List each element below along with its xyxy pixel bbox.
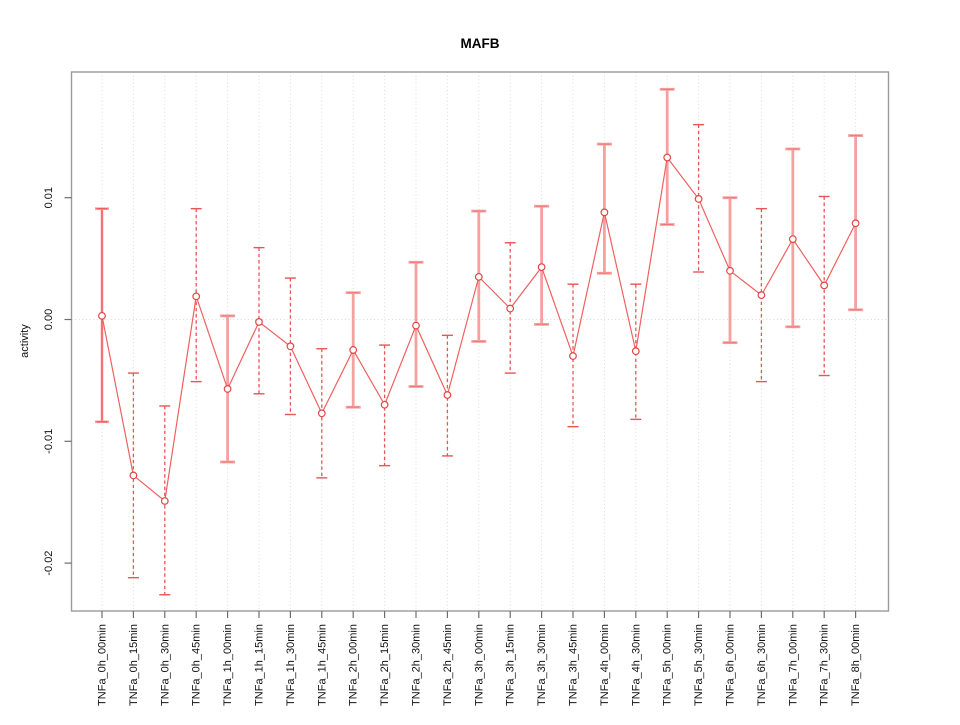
y-tick-label: 0.00 (43, 309, 55, 330)
data-point (98, 311, 106, 320)
x-tick-label: TNFa_1h_15min (254, 624, 266, 706)
x-tick-label: TNFa_1h_45min (316, 624, 328, 706)
data-point (349, 346, 358, 354)
y-axis-labels-group: -0.02 -0.01 0.00 0.01 (43, 187, 55, 576)
y-tick-label: -0.01 (43, 429, 55, 454)
data-point (317, 409, 326, 418)
data-point (600, 208, 609, 217)
y-tick-label: 0.01 (43, 187, 55, 208)
data-point (788, 235, 797, 244)
x-tick-label: TNFa_0h_15min (128, 624, 140, 706)
x-tick-label: TNFa_4h_30min (630, 624, 642, 706)
data-point (537, 263, 546, 272)
data-point (474, 272, 483, 281)
data-point (757, 291, 766, 300)
data-point (569, 352, 577, 360)
data-point (286, 342, 295, 351)
x-tick-label: TNFa_1h_00min (222, 624, 234, 706)
x-tick-label: TNFa_0h_00min (97, 624, 109, 706)
x-tick-label: TNFa_6h_30min (756, 624, 768, 706)
x-tick-label: TNFa_3h_30min (536, 624, 548, 706)
data-point (726, 266, 734, 275)
data-point (443, 391, 452, 399)
data-point (694, 195, 703, 203)
x-tick-label: TNFa_0h_45min (191, 624, 203, 706)
data-point (255, 318, 263, 326)
x-tick-label: TNFa_0h_30min (159, 624, 171, 706)
x-tick-label: TNFa_3h_15min (505, 624, 517, 706)
y-tick-label: -0.02 (43, 551, 55, 576)
x-tick-label: TNFa_7h_30min (819, 624, 831, 706)
x-tick-label: TNFa_5h_00min (662, 624, 674, 706)
plot-border-box (70, 71, 890, 612)
data-point (412, 321, 420, 330)
x-tick-label: TNFa_7h_00min (787, 624, 799, 706)
data-point (820, 281, 829, 290)
data-point (129, 471, 138, 480)
chart-title: MAFB (461, 36, 500, 51)
data-point (631, 347, 640, 356)
x-tick-label: TNFa_2h_30min (411, 624, 423, 706)
x-tick-label: TNFa_3h_45min (568, 624, 580, 706)
data-points-group (98, 153, 860, 505)
x-tick-label: TNFa_2h_15min (379, 624, 391, 706)
data-point (506, 304, 515, 313)
data-point (223, 385, 232, 393)
gridlines-group (71, 72, 889, 611)
x-tick-label: TNFa_4h_00min (599, 624, 611, 706)
data-point (851, 219, 860, 228)
data-point (192, 292, 201, 301)
x-tick-label: TNFa_5h_30min (693, 624, 705, 706)
x-axis-labels-group: TNFa_0h_00min TNFa_0h_15min TNFa_0h_30min T… (97, 624, 863, 706)
axis-ticks-group (64, 197, 857, 618)
data-point (663, 153, 672, 162)
y-axis-title: activity (19, 324, 31, 358)
data-point (160, 497, 169, 505)
x-tick-label: TNFa_3h_00min (473, 624, 485, 706)
x-tick-label: TNFa_8h_00min (850, 624, 862, 706)
x-tick-label: TNFa_6h_00min (725, 624, 737, 706)
x-tick-label: TNFa_2h_45min (442, 624, 454, 706)
data-point (380, 400, 389, 409)
x-tick-label: TNFa_2h_00min (348, 624, 360, 706)
x-tick-label: TNFa_1h_30min (285, 624, 297, 706)
